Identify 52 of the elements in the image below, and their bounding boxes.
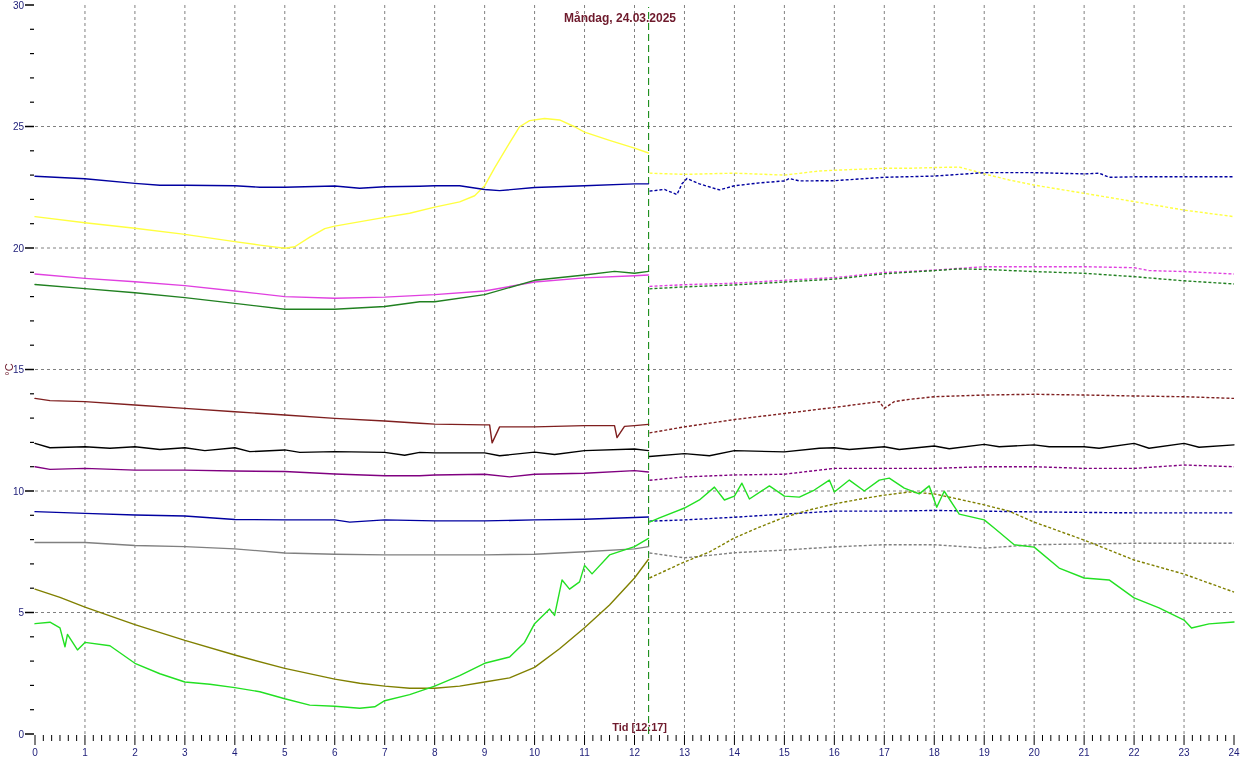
y-tick-label: 30 (12, 0, 25, 11)
x-tick-label: 17 (878, 747, 891, 758)
x-tick-label: 15 (778, 747, 791, 758)
x-tick-label: 4 (232, 747, 239, 758)
x-tick-label: 18 (928, 747, 941, 758)
x-tick-label: 10 (529, 747, 541, 758)
line-series (34, 175, 650, 192)
x-tick-label: 13 (678, 747, 691, 758)
line-series (648, 491, 1235, 593)
x-tick-label: 2 (132, 747, 139, 758)
x-tick-label: 5 (282, 747, 289, 758)
x-tick-label: 22 (1128, 747, 1141, 758)
x-tick-label: 16 (828, 747, 841, 758)
x-tick-label: 20 (1028, 747, 1041, 758)
line-series (34, 273, 650, 299)
x-tick-label: 3 (182, 747, 189, 758)
x-tick-label: 24 (1228, 747, 1240, 758)
line-series (648, 171, 1235, 196)
line-series (34, 397, 650, 444)
text: Måndag, 24.03.2025 (563, 11, 677, 25)
line-series (34, 466, 650, 478)
line-series (648, 477, 1235, 629)
x-tick-label: 1 (82, 747, 89, 758)
line-series (34, 117, 650, 249)
x-tick-label: 21 (1078, 747, 1091, 758)
x-tick-label: 23 (1178, 747, 1191, 758)
x-tick-label: 12 (628, 747, 641, 758)
y-tick-label: 10 (12, 485, 25, 497)
x-tick-label: 11 (579, 747, 591, 758)
x-tick-label: 14 (728, 747, 741, 758)
y-tick-label: 15 (12, 364, 25, 375)
x-tick-label: 6 (331, 747, 338, 758)
y-axis-title: °C (3, 363, 15, 376)
line-series (34, 270, 650, 310)
y-tick-label: 25 (12, 121, 25, 132)
x-tick-label: 19 (978, 747, 991, 758)
line-series (34, 558, 650, 690)
x-tick-label: 8 (431, 747, 438, 758)
x-tick-label: 0 (32, 747, 39, 758)
ref-line-label: Tid [12:17] (612, 721, 668, 733)
line-series (648, 393, 1235, 434)
line-series (648, 166, 1235, 218)
line-series (34, 537, 650, 709)
line-series (648, 509, 1235, 522)
line-series (648, 464, 1235, 482)
y-tick-label: 5 (18, 607, 25, 618)
line-series (648, 442, 1235, 458)
x-tick-label: 7 (381, 747, 388, 758)
line-series (34, 510, 650, 523)
y-tick-label: 20 (12, 242, 25, 254)
y-tick-label: 0 (18, 728, 25, 740)
x-tick-label: 9 (481, 747, 488, 758)
